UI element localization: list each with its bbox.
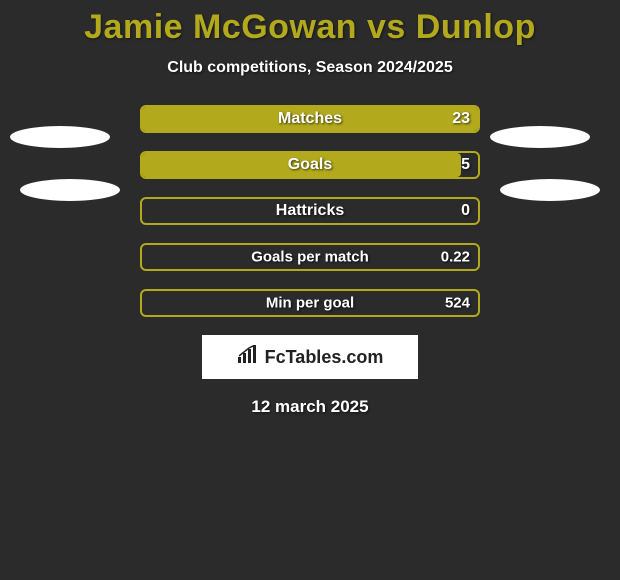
stat-row-goals-per-match: Goals per match 0.22 — [140, 243, 480, 271]
subtitle: Club competitions, Season 2024/2025 — [0, 59, 620, 77]
date-text: 12 march 2025 — [0, 397, 620, 417]
stat-row-matches: Matches 23 — [140, 105, 480, 133]
stat-row-min-per-goal: Min per goal 524 — [140, 289, 480, 317]
decor-ellipse-right-2 — [500, 179, 600, 201]
stats-area: Matches 23 Goals 5 Hattricks 0 Goals per… — [0, 105, 620, 317]
stat-label: Hattricks — [276, 202, 344, 220]
stat-row-goals: Goals 5 — [140, 151, 480, 179]
stat-label: Matches — [278, 110, 342, 128]
stat-label: Goals — [288, 156, 332, 174]
decor-ellipse-left-2 — [20, 179, 120, 201]
decor-ellipse-right-1 — [490, 126, 590, 148]
stat-value: 5 — [461, 156, 470, 174]
stat-value: 0 — [461, 202, 470, 220]
stat-value: 23 — [452, 110, 470, 128]
decor-ellipse-left-1 — [10, 126, 110, 148]
stat-row-hattricks: Hattricks 0 — [140, 197, 480, 225]
stat-label: Min per goal — [266, 295, 354, 312]
stat-value: 524 — [445, 295, 470, 312]
bar-chart-icon — [237, 345, 259, 370]
page-title: Jamie McGowan vs Dunlop — [0, 0, 620, 47]
fctables-logo-box[interactable]: FcTables.com — [202, 335, 418, 379]
fctables-logo-text: FcTables.com — [265, 347, 384, 368]
stat-label: Goals per match — [251, 249, 369, 266]
stat-value: 0.22 — [441, 249, 470, 266]
